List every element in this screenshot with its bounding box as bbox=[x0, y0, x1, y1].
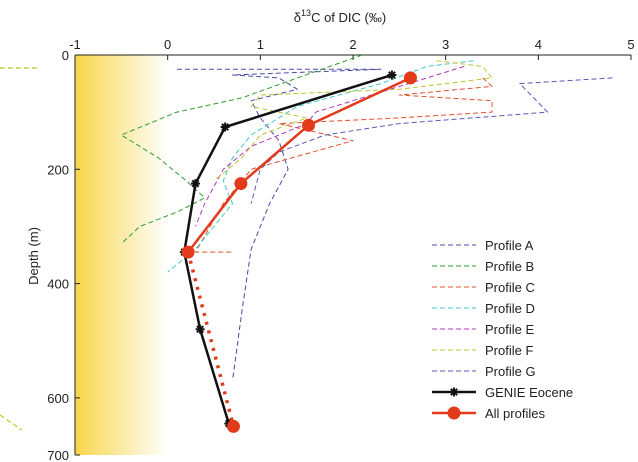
legend-marker-genie-eocene-stroke bbox=[450, 388, 458, 396]
point-genie-eocene bbox=[387, 70, 397, 80]
y-tick-label: 200 bbox=[47, 162, 69, 177]
point-genie-eocene-stroke bbox=[191, 179, 200, 188]
point-genie-eocene-stroke bbox=[196, 325, 204, 334]
point-all-profiles bbox=[403, 71, 417, 85]
series-line-profile-g bbox=[250, 77, 613, 204]
legend-marker-genie-eocene bbox=[449, 387, 459, 397]
series-line-profile-b bbox=[120, 55, 363, 244]
y-tick-label: 400 bbox=[47, 277, 69, 292]
y-tick-label: 700 bbox=[47, 448, 69, 462]
point-genie-eocene bbox=[190, 179, 200, 189]
series-line-genie-eocene bbox=[183, 73, 393, 424]
point-genie-eocene-stroke bbox=[221, 123, 230, 131]
left-margin-mark bbox=[0, 414, 23, 431]
point-all-profiles bbox=[181, 245, 195, 259]
x-tick-label: 0 bbox=[164, 37, 171, 52]
legend-label-all-profiles: All profiles bbox=[485, 406, 545, 421]
x-tick-label: 1 bbox=[257, 37, 264, 52]
legend: Profile A Profile B Profile C Profile D Prof… bbox=[432, 238, 573, 421]
y-tick-label: 0 bbox=[62, 48, 69, 63]
point-genie-eocene bbox=[195, 324, 205, 334]
y-axis-title: Depth (m) bbox=[26, 227, 41, 285]
legend-label-profile-d: Profile D bbox=[485, 301, 535, 316]
x-tick-label: 3 bbox=[442, 37, 449, 52]
x-tick-label: 2 bbox=[349, 37, 356, 52]
legend-label-genie-eocene: GENIE Eocene bbox=[485, 385, 573, 400]
legend-label-profile-a: Profile A bbox=[485, 238, 534, 253]
x-tick-label: 4 bbox=[535, 37, 542, 52]
legend-marker-all-profiles bbox=[447, 406, 461, 420]
point-all-profiles bbox=[234, 177, 248, 191]
series-layer bbox=[120, 55, 613, 433]
legend-label-profile-b: Profile B bbox=[485, 259, 534, 274]
series-line-profile-f bbox=[213, 60, 493, 182]
point-genie-eocene bbox=[220, 122, 230, 132]
series-line-profile-a bbox=[176, 68, 382, 381]
shaded-region bbox=[75, 55, 168, 455]
point-all-profiles bbox=[226, 419, 240, 433]
legend-label-profile-g: Profile G bbox=[485, 364, 536, 379]
point-all-profiles bbox=[302, 118, 316, 132]
legend-label-profile-f: Profile F bbox=[485, 343, 533, 358]
legend-label-profile-c: Profile C bbox=[485, 280, 535, 295]
x-tick-label: -1 bbox=[69, 37, 81, 52]
point-genie-eocene-stroke bbox=[388, 71, 396, 79]
x-axis-title: δ13C of DIC (‰) bbox=[294, 8, 386, 25]
series-line-profile-c bbox=[195, 77, 493, 253]
series-line-all-profiles-dotted bbox=[186, 251, 236, 427]
legend-label-profile-e: Profile E bbox=[485, 322, 534, 337]
x-tick-label: 5 bbox=[627, 37, 634, 52]
y-tick-label: 600 bbox=[47, 391, 69, 406]
series-line-profile-e bbox=[195, 65, 465, 227]
series-line-all-profiles bbox=[187, 76, 412, 253]
series-line-profile-d bbox=[167, 60, 474, 273]
